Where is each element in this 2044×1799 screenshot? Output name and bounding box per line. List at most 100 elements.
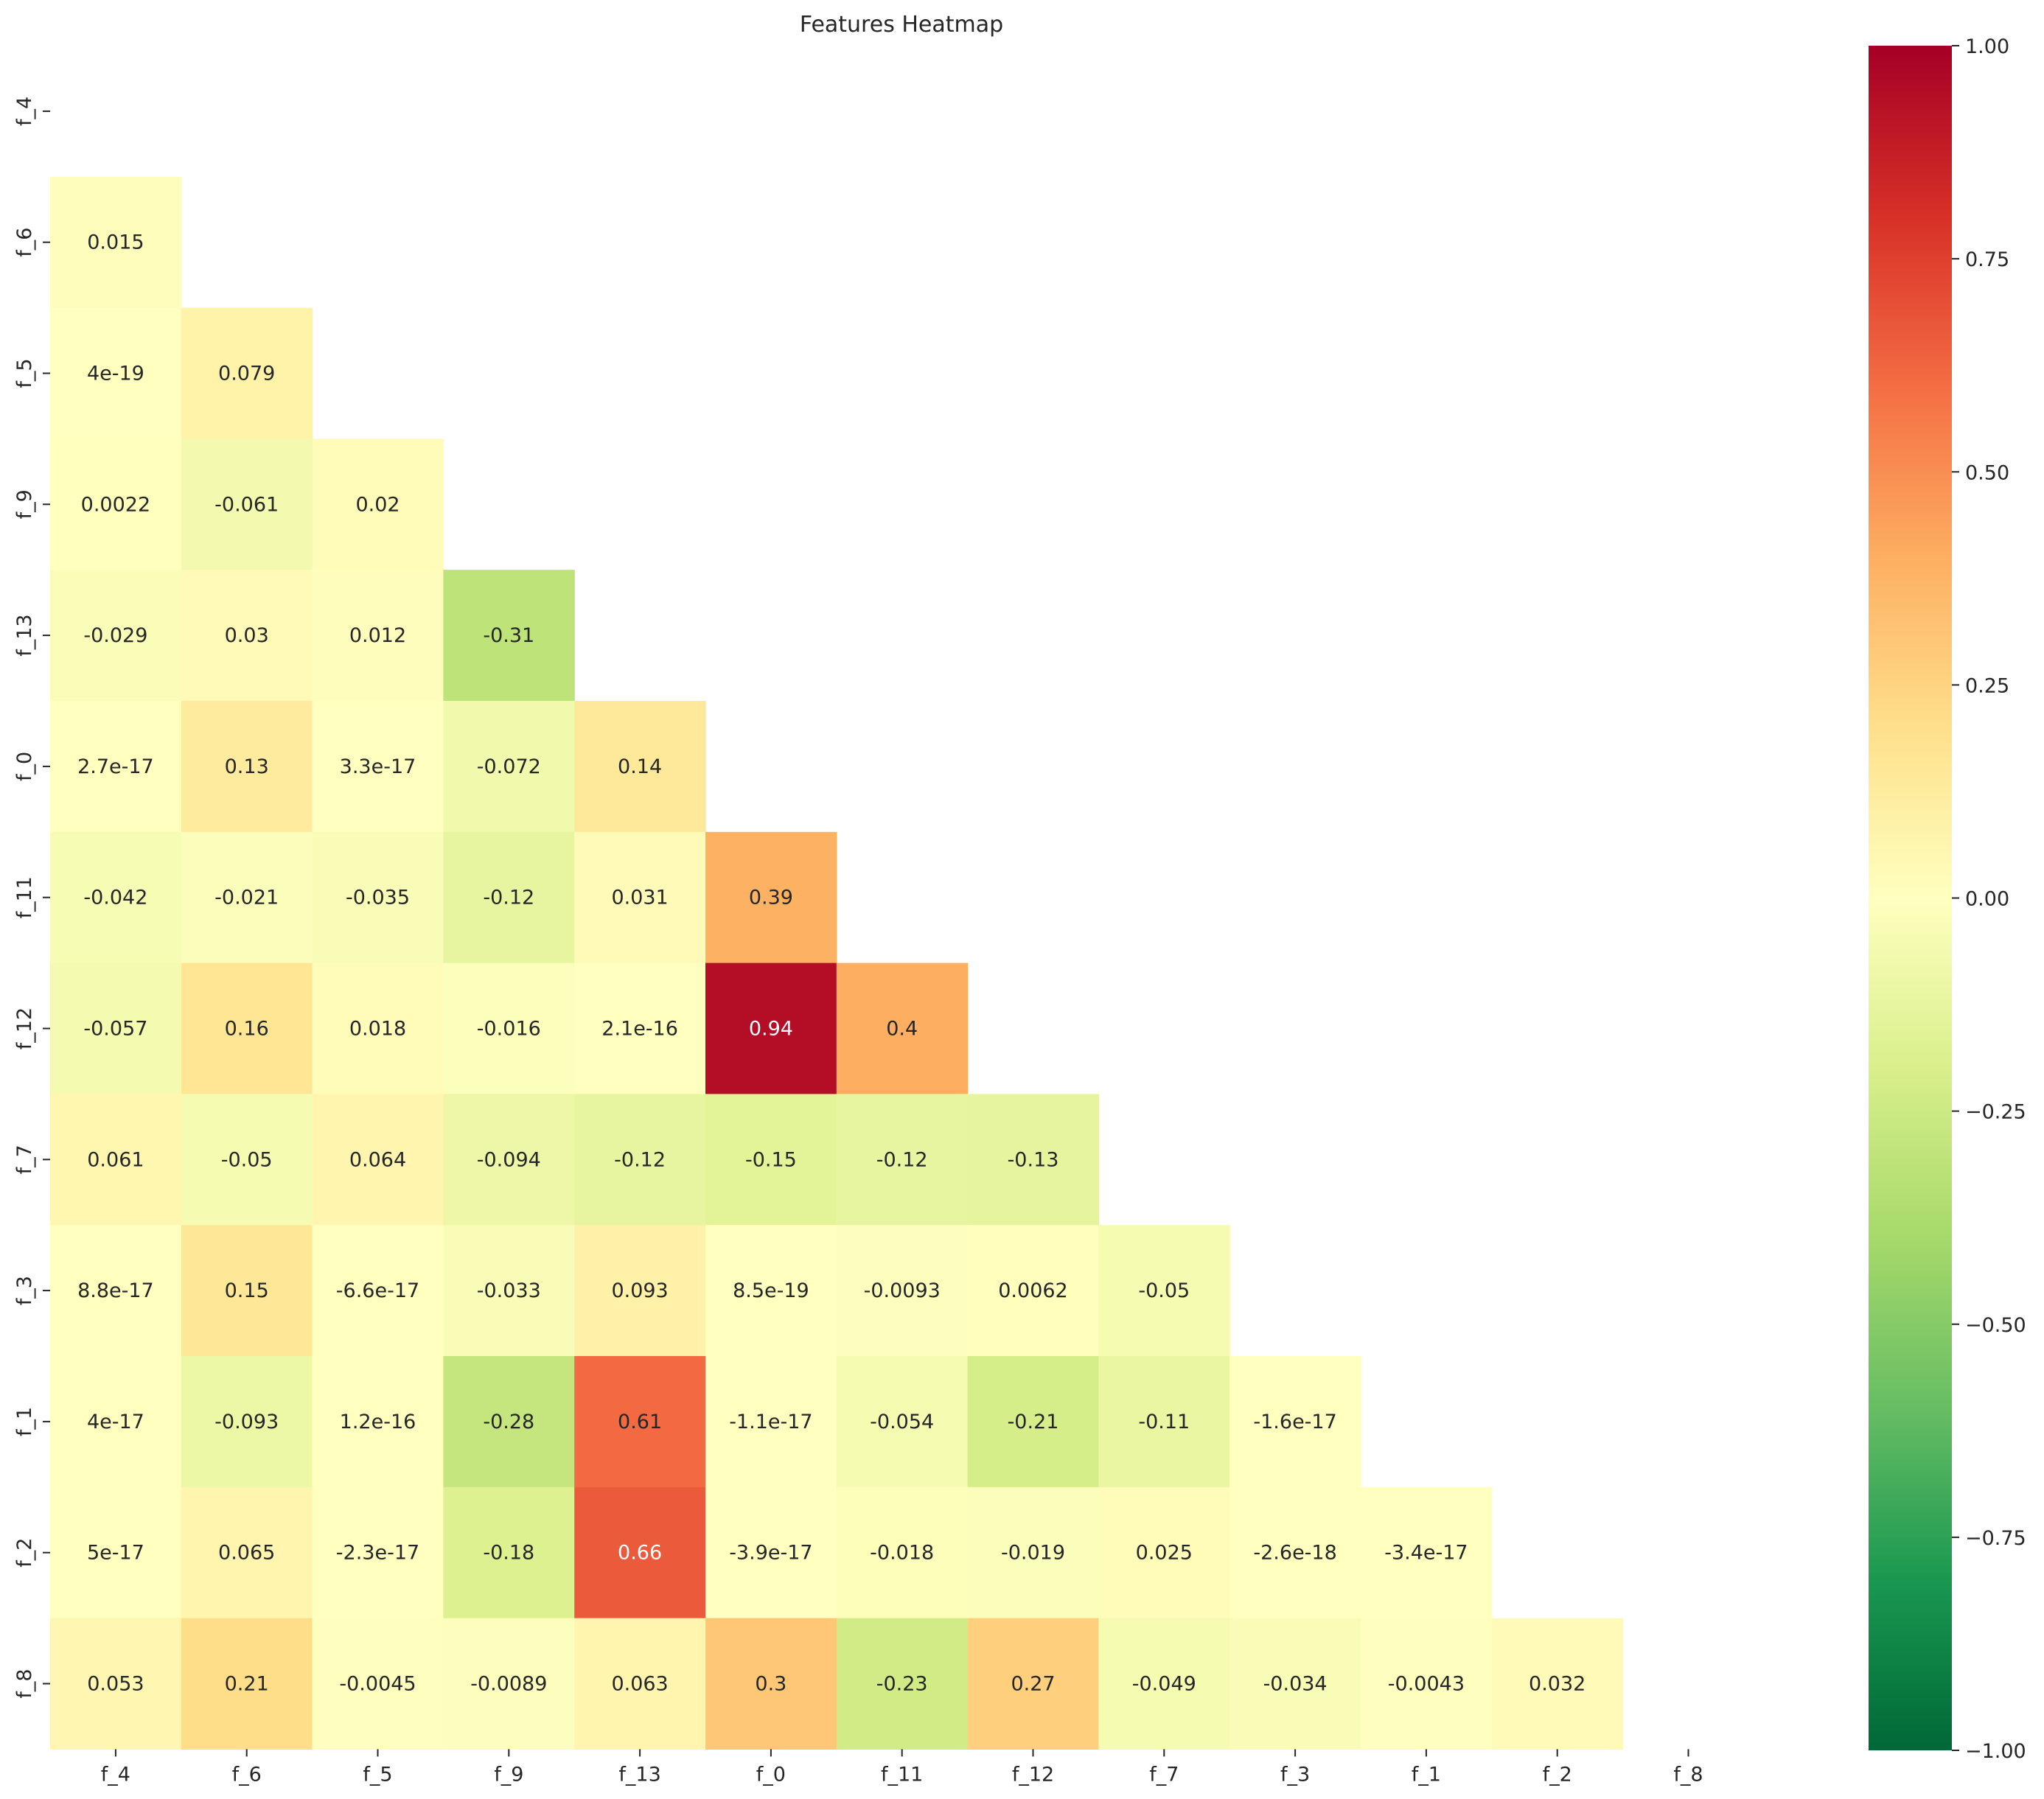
heatmap-cell-f_2-f_6 [181,1487,313,1619]
heatmap-cell-f_6-f_4 [50,176,182,309]
chart-title: Features Heatmap [800,12,1003,38]
heatmap-cell-f_0-f_13 [574,701,706,833]
heatmap-cell-f_8-f_5 [312,1618,444,1750]
heatmap-cell-f_8-f_1 [1361,1618,1493,1750]
heatmap-cell-value: 1.2e-16 [340,1411,416,1433]
colorbar-tick-label: 0.75 [1965,248,2009,271]
y-tick-label-f_6: f_6 [13,228,36,257]
y-tick-label-f_1: f_1 [13,1407,36,1436]
heatmap-cell-f_2-f_4 [50,1487,182,1619]
heatmap-cell-value: -1.1e-17 [729,1411,812,1433]
x-tick-label-f_8: f_8 [1673,1763,1703,1786]
heatmap-cell-f_2-f_5 [312,1487,444,1619]
heatmap-cell-f_7-f_5 [312,1094,444,1226]
heatmap-cell-value: -0.054 [870,1411,934,1433]
heatmap-cell-value: 0.4 [886,1018,918,1041]
heatmap-cell-value: -0.018 [870,1542,934,1565]
heatmap-cell-value: -0.0093 [864,1279,941,1302]
heatmap-cell-value: -0.072 [477,755,541,778]
heatmap-cell-f_7-f_11 [836,1094,969,1226]
heatmap-cell-value: 0.063 [611,1673,668,1696]
heatmap-cell-f_12-f_0 [705,963,837,1094]
heatmap-cell-f_12-f_11 [836,963,969,1094]
heatmap-cell-value: -2.3e-17 [336,1542,419,1565]
heatmap-cell-f_8-f_12 [967,1618,1099,1750]
heatmap-cells: 0.015 4e-19 0.079 0.0022 -0.061 0.02 -0.029 0.0… [50,176,1624,1750]
heatmap-cell-value: 0.012 [349,624,406,647]
heatmap-cell-value: 0.66 [618,1542,662,1565]
heatmap-cell-f_0-f_6 [181,701,313,833]
heatmap-cell-value: -0.31 [483,624,534,647]
heatmap-cell-value: 8.8e-17 [77,1279,154,1302]
heatmap-cell-value: -0.13 [1008,1148,1059,1171]
y-tick-label-f_4: f_4 [13,97,36,126]
x-axis-tick-labels: f_4 f_6 f_5 f_9 f_13 f_0 f_11 f_12 f_7 f_3 f_1 f_2 f… [101,1749,1703,1786]
heatmap-cell-f_11-f_4 [50,831,182,964]
heatmap-cell-f_11-f_13 [574,831,706,964]
heatmap-cell-f_7-f_12 [967,1094,1099,1226]
heatmap-cell-value: 2.7e-17 [77,755,154,778]
colorbar-tick-label: −1.00 [1965,1740,2026,1763]
heatmap-cell-value: 0.093 [611,1279,668,1302]
heatmap-cell-value: 0.21 [225,1673,269,1696]
heatmap-cell-f_3-f_9 [443,1225,575,1357]
heatmap-cell-f_8-f_13 [574,1618,706,1750]
heatmap-cell-f_3-f_11 [836,1225,969,1357]
heatmap-cell-value: 0.031 [611,887,668,909]
y-tick-label-f_13: f_13 [13,614,36,656]
heatmap-cell-f_1-f_6 [181,1356,313,1488]
heatmap-cell-f_2-f_7 [1098,1487,1230,1619]
heatmap-cell-f_7-f_6 [181,1094,313,1226]
heatmap-cell-f_1-f_11 [836,1356,969,1488]
heatmap-cell-value: 0.0062 [998,1279,1067,1302]
y-tick-label-f_5: f_5 [13,358,36,388]
heatmap-cell-f_3-f_6 [181,1225,313,1357]
heatmap-cell-value: -6.6e-17 [336,1279,419,1302]
heatmap-cell-f_8-f_3 [1229,1618,1361,1750]
heatmap-cell-value: 2.1e-16 [601,1018,678,1041]
heatmap-cell-value: 0.3 [755,1673,786,1696]
heatmap-cell-value: -0.15 [745,1148,797,1171]
heatmap-cell-f_1-f_9 [443,1356,575,1488]
heatmap-cell-f_2-f_0 [705,1487,837,1619]
heatmap-cell-f_3-f_13 [574,1225,706,1357]
heatmap-cell-f_0-f_5 [312,701,444,833]
heatmap-cell-f_5-f_4 [50,307,182,439]
colorbar-tick-label: 0.25 [1965,674,2009,697]
heatmap-cell-value: -0.094 [477,1148,541,1171]
heatmap-cell-value: 0.065 [218,1542,275,1565]
x-tick-label-f_9: f_9 [494,1763,523,1786]
colorbar-ticks: 1.00 0.75 0.50 0.25 0.00 −0.25 −0.50 −0.75 −1.00 [1952,35,2026,1763]
heatmap-cell-value: 0.053 [87,1673,144,1696]
heatmap-cell-value: 5e-17 [87,1542,144,1565]
heatmap-cell-value: 0.15 [225,1279,269,1302]
x-tick-label-f_3: f_3 [1280,1763,1310,1786]
heatmap-cell-value: -0.049 [1132,1673,1196,1696]
heatmap-cell-value: 0.079 [218,363,275,385]
heatmap-cell-value: -0.033 [477,1279,541,1302]
heatmap-cell-value: -0.057 [83,1018,147,1041]
heatmap-cell-f_13-f_4 [50,570,182,702]
heatmap-cell-value: -0.0043 [1388,1673,1465,1696]
heatmap-cell-f_1-f_3 [1229,1356,1361,1488]
heatmap-cell-f_3-f_4 [50,1225,182,1357]
heatmap-cell-value: -0.061 [214,493,279,516]
y-tick-label-f_11: f_11 [13,876,36,918]
heatmap-cell-value: -0.28 [483,1411,534,1433]
heatmap-cell-f_13-f_5 [312,570,444,702]
heatmap-cell-value: 0.94 [749,1018,793,1041]
heatmap-cell-value: 0.27 [1011,1673,1055,1696]
heatmap-cell-value: 0.061 [87,1148,144,1171]
heatmap-cell-value: -0.021 [214,887,279,909]
heatmap-cell-value: -0.034 [1263,1673,1328,1696]
heatmap-cell-value: -0.21 [1008,1411,1059,1433]
y-tick-label-f_2: f_2 [13,1538,36,1568]
heatmap-cell-f_9-f_6 [181,439,313,570]
heatmap-cell-value: -1.6e-17 [1253,1411,1336,1433]
heatmap-cell-value: 0.0022 [81,493,150,516]
heatmap-cell-value: 0.032 [1529,1673,1586,1696]
heatmap-cell-f_3-f_5 [312,1225,444,1357]
y-tick-label-f_8: f_8 [13,1669,36,1698]
heatmap-cell-value: -0.12 [876,1148,928,1171]
heatmap-cell-value: 0.14 [618,755,662,778]
